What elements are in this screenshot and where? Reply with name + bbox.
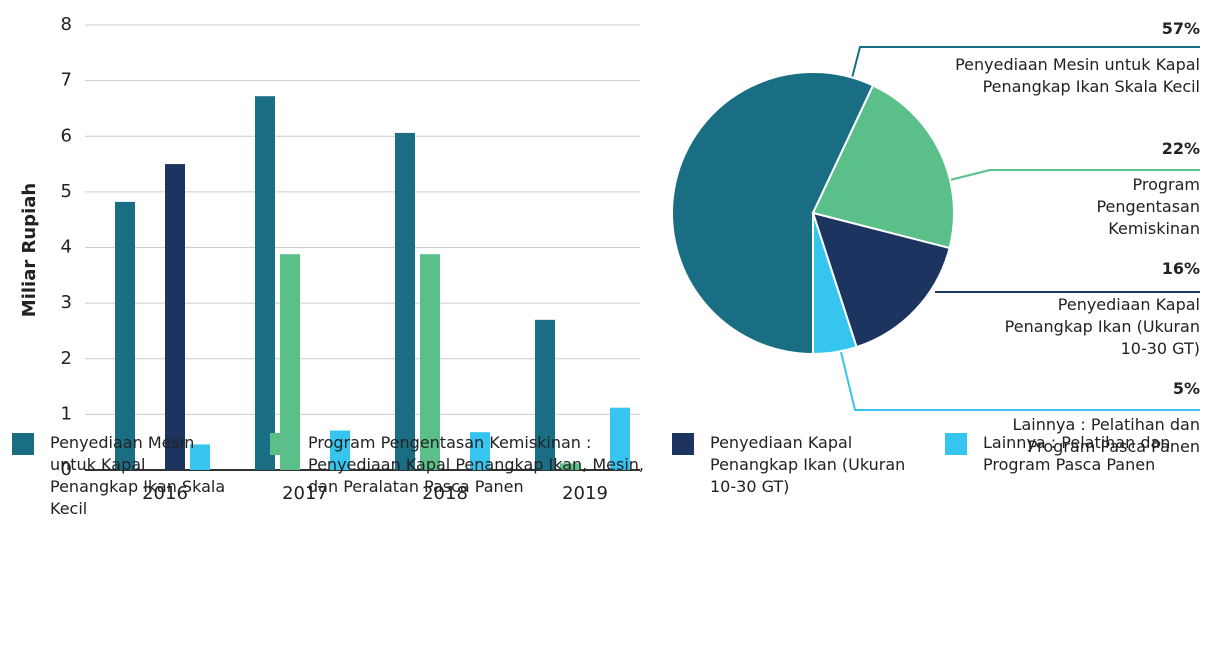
y-tick-label: 1 xyxy=(61,403,72,424)
y-tick-label: 8 xyxy=(61,14,72,35)
legend-label: Penyediaan Kapal Penangkap Ikan (Ukuran … xyxy=(710,433,906,496)
y-tick-label: 6 xyxy=(61,125,72,146)
pie-value-label: 16% xyxy=(1161,259,1200,278)
legend-swatch xyxy=(270,433,292,455)
pie-slice xyxy=(812,212,858,356)
bar xyxy=(395,132,415,470)
leader-line xyxy=(949,169,1200,181)
pie-value-label: 57% xyxy=(1161,19,1200,38)
legend-swatch xyxy=(945,433,967,455)
pie-value-label: 22% xyxy=(1161,139,1200,158)
legend-label: Penyediaan Mesin untuk Kapal Penangkap I… xyxy=(50,433,226,518)
x-tick-label: 2016 xyxy=(142,483,188,504)
pie-value-label: 5% xyxy=(1172,379,1200,398)
y-tick-label: 3 xyxy=(61,292,72,313)
bar xyxy=(115,201,135,470)
legend-label: Lainnya : Pelatihan dan Program Pasca Pa… xyxy=(983,433,1171,474)
pie-slice xyxy=(811,211,951,349)
y-axis-label: Miliar Rupiah xyxy=(19,183,40,317)
legend-swatch xyxy=(672,433,694,455)
y-tick-label: 2 xyxy=(61,348,72,369)
pie-label: Penyediaan Kapal Penangkap Ikan (Ukuran … xyxy=(1004,295,1200,358)
x-tick-label: 2019 xyxy=(562,483,608,504)
bar xyxy=(470,432,490,470)
y-tick-label: 0 xyxy=(61,459,72,480)
bar xyxy=(560,463,580,470)
x-tick-label: 2018 xyxy=(422,483,468,504)
leader-line xyxy=(851,46,1200,79)
y-tick-label: 5 xyxy=(61,181,72,202)
leader-line xyxy=(839,347,1200,411)
y-tick-label: 7 xyxy=(61,70,72,91)
bar xyxy=(610,407,630,470)
bar xyxy=(255,96,275,470)
pie-label: Penyediaan Mesin untuk Kapal Penangkap I… xyxy=(955,55,1200,96)
y-tick-label: 4 xyxy=(61,237,72,258)
pie-label: Lainnya : Pelatihan dan Program Pasca Pa… xyxy=(1012,415,1200,456)
legend-swatch xyxy=(12,433,34,455)
bar xyxy=(330,430,350,470)
pie-slice xyxy=(811,84,955,250)
pie-label: Program Pengentasan Kemiskinan xyxy=(1096,175,1200,238)
x-tick-label: 2017 xyxy=(282,483,328,504)
bar xyxy=(535,319,555,470)
legend-label: Program Pengentasan Kemiskinan : Penyedi… xyxy=(308,433,644,496)
bar xyxy=(420,254,440,470)
bar xyxy=(190,444,210,470)
pie-slice xyxy=(671,71,875,356)
bar xyxy=(165,164,185,470)
bar xyxy=(280,254,300,470)
